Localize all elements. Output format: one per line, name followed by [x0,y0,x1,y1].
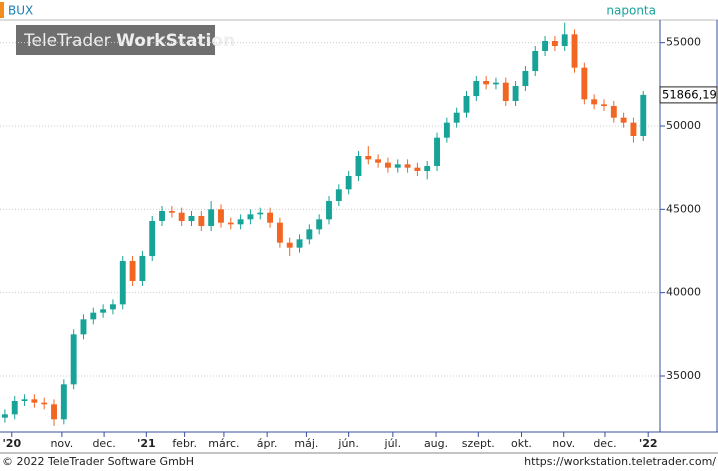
candle-body [306,229,313,240]
candle-body [188,216,195,221]
x-tick-label: dec. [92,437,115,450]
last-value-label: 51866,19 [662,87,717,101]
last-value-box [659,86,718,104]
y-tick-label: 45000 [666,202,701,215]
candle-body [227,222,234,225]
x-tick-label: nov. [552,437,575,450]
candle-body [571,34,578,68]
candle-body [100,309,107,313]
x-tick-label: szept. [462,437,495,450]
y-tick-label: 40000 [666,286,701,299]
candle-body [276,222,283,243]
candle-body [198,216,205,226]
x-tick-label: febr. [172,437,197,450]
x-tick-label: márc. [208,437,239,450]
candle-body [502,82,509,101]
candle-body [601,104,607,106]
candle-body [453,112,460,123]
candle-body [326,201,332,220]
candle-body [581,67,588,100]
candle-body [129,261,136,281]
x-tick-label: ápr. [257,437,278,450]
candle-body [218,209,224,223]
candle-body [109,304,116,310]
candle-body [70,334,77,385]
x-tick-label: nov. [50,437,73,450]
watermark: TeleTrader WorkStation [23,31,235,51]
candle-body [257,212,264,215]
candle-body [296,239,303,248]
candle-body [119,261,126,305]
candle-body [247,214,254,220]
candle-body [237,219,244,225]
candle-body [139,256,146,281]
candle-body [159,211,165,221]
x-tick-label: okt. [511,437,532,450]
candle-body [561,34,568,46]
candle-body [414,167,421,171]
candle-body [434,137,440,166]
chart-title: BUX [8,4,33,18]
candle-body [551,41,558,46]
candle-body [316,219,323,230]
candle-body [41,402,48,405]
candle-body [345,176,352,190]
candle-body [375,159,382,163]
candle-body [267,212,274,223]
x-tick-label: aug. [424,437,448,450]
x-tick-label: júl. [384,437,402,450]
candle-body [542,41,549,51]
candle-body [493,82,499,85]
candle-body [473,81,480,96]
y-tick-label: 50000 [666,119,701,132]
x-tick-label: '22 [639,437,658,450]
candle-body [51,404,57,420]
candle-body [168,211,175,213]
x-tick-label: dec. [593,437,616,450]
x-tick-label: '21 [137,437,156,450]
candle-body [355,156,362,176]
candle-body [620,117,627,123]
candle-body [424,166,431,171]
candle-body [21,399,28,401]
x-tick-label: '20 [2,437,21,450]
candle-body [463,96,470,113]
candle-body [90,312,97,320]
candle-body [365,156,372,160]
candle-body [208,209,215,226]
candle-body [60,384,67,420]
candle-body [149,221,156,256]
x-tick-label: jún. [337,437,359,450]
candle-body [591,99,598,105]
candle-body [178,212,185,221]
candle-body [630,122,637,136]
candle-body [80,319,87,335]
candle-body [522,71,529,86]
candle-body [443,122,450,138]
candle-body [286,242,293,248]
candle-body [512,86,519,101]
footer-right: https://workstation.teletrader.com/ [524,455,716,468]
x-tick-label: máj. [294,437,318,450]
candle-body [610,106,617,118]
candle-body [1,414,8,418]
candle-body [640,94,647,136]
candle-body [11,401,18,415]
interval-label: naponta [606,4,656,18]
y-tick-label: 35000 [666,369,701,382]
footer-left: © 2022 TeleTrader Software GmbH [2,455,194,468]
candle-body [335,189,342,201]
symbol-marker [0,2,4,18]
candle-body [483,81,490,85]
watermark-box [16,25,215,55]
candle-body [384,162,391,168]
candle-body [394,164,401,168]
candle-body [404,164,411,168]
candle-body [31,399,38,403]
candle-body [532,51,539,71]
y-tick-label: 55000 [666,36,701,49]
